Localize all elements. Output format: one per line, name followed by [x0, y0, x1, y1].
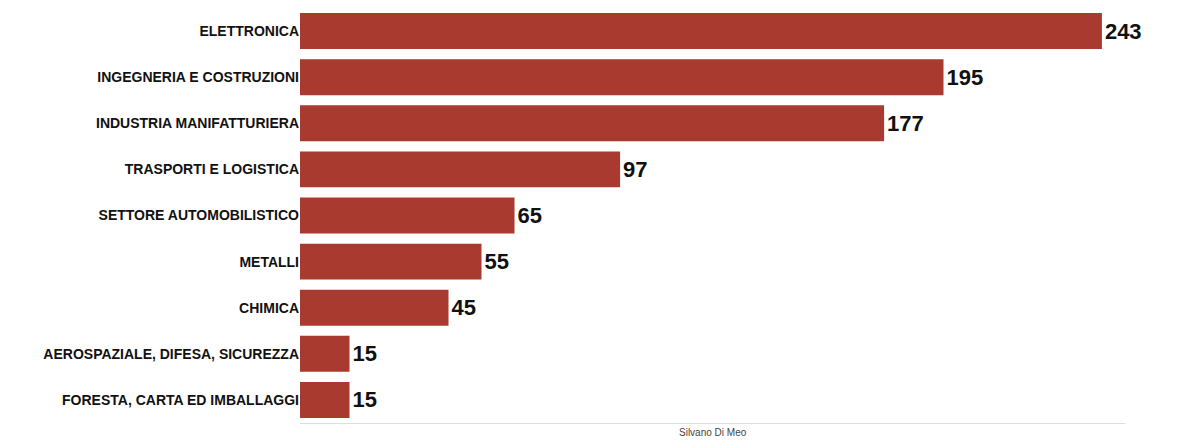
svg-text:97: 97 — [623, 157, 647, 182]
svg-text:Silvano Di Meo: Silvano Di Meo — [679, 427, 747, 438]
svg-text:65: 65 — [518, 203, 542, 228]
svg-text:45: 45 — [452, 295, 476, 320]
svg-text:AEROSPAZIALE, DIFESA, SICUREZZ: AEROSPAZIALE, DIFESA, SICUREZZA — [43, 346, 299, 362]
svg-text:55: 55 — [485, 249, 509, 274]
svg-text:METALLI: METALLI — [239, 254, 299, 270]
svg-text:INDUSTRIA MANIFATTURIERA: INDUSTRIA MANIFATTURIERA — [96, 115, 299, 131]
svg-text:243: 243 — [1105, 19, 1142, 44]
svg-text:FORESTA, CARTA ED IMBALLAGGI: FORESTA, CARTA ED IMBALLAGGI — [62, 392, 299, 408]
svg-text:SETTORE AUTOMOBILISTICO: SETTORE AUTOMOBILISTICO — [99, 207, 300, 223]
svg-text:ELETTRONICA: ELETTRONICA — [199, 23, 299, 39]
svg-text:TRASPORTI E LOGISTICA: TRASPORTI E LOGISTICA — [125, 161, 299, 177]
svg-text:CHIMICA: CHIMICA — [239, 300, 299, 316]
svg-text:INGEGNERIA E COSTRUZIONI: INGEGNERIA E COSTRUZIONI — [97, 69, 299, 85]
svg-text:15: 15 — [353, 387, 377, 412]
svg-text:177: 177 — [887, 111, 924, 136]
svg-text:195: 195 — [947, 65, 984, 90]
svg-text:15: 15 — [353, 341, 377, 366]
